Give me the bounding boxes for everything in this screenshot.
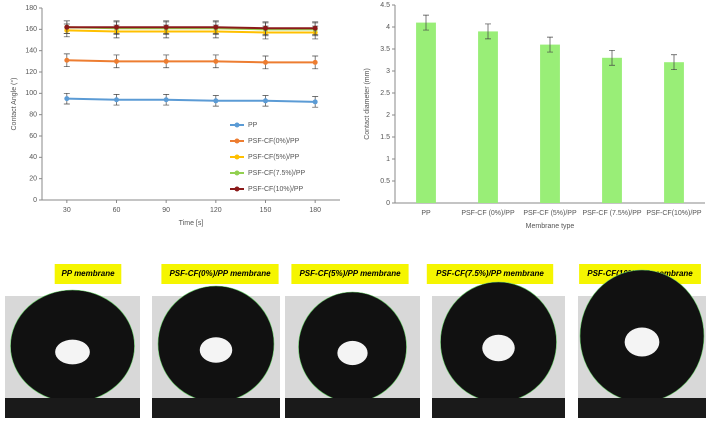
point (213, 58, 219, 64)
legend-marker (234, 138, 240, 144)
label-box (54, 264, 122, 284)
highlight (199, 337, 233, 363)
label-box (161, 264, 279, 284)
highlight (482, 334, 515, 362)
highlight (337, 340, 368, 366)
x-tick-label: PP (421, 210, 431, 217)
point (312, 59, 318, 65)
y-tick-label: 4 (386, 24, 390, 31)
legend-marker (234, 170, 240, 176)
bar (478, 31, 498, 204)
y-tick-label: 40 (29, 154, 37, 161)
x-axis-label: Time [s] (179, 220, 204, 227)
substrate (152, 398, 280, 418)
y-tick-label: 80 (29, 112, 37, 119)
point (213, 24, 219, 30)
y-tick-label: 0 (33, 197, 37, 204)
line (66, 59, 316, 64)
point (64, 57, 70, 63)
y-tick-label: 20 (29, 176, 37, 183)
highlight (624, 327, 660, 357)
highlight (55, 339, 90, 365)
label-box (426, 264, 554, 284)
y-tick-label: 140 (25, 48, 37, 55)
point (263, 25, 268, 31)
point (64, 24, 70, 30)
y-tick-label: 0.5 (380, 178, 390, 185)
legend-label: PSF-CF(5%)/PP (248, 154, 300, 161)
substrate (578, 398, 706, 418)
error-bar (485, 23, 491, 40)
x-tick-label: PSF-CF (7.5%)/PP (582, 210, 641, 217)
x-tick-label: PSF-CF(10%)/PP (646, 210, 702, 217)
y-axis-label: Contact Angle (°) (10, 78, 18, 131)
bar (540, 44, 560, 203)
point (64, 96, 70, 102)
bar (416, 22, 436, 203)
x-tick-label: 90 (162, 207, 170, 214)
legend-marker (234, 186, 240, 192)
point (114, 24, 119, 30)
line (66, 29, 316, 34)
point (263, 59, 268, 65)
y-tick-label: 4.5 (380, 2, 390, 9)
substrate (285, 398, 420, 418)
legend-label: PSF-CF(7.5%)/PP (248, 170, 306, 177)
panel-label: PP membrane (61, 269, 115, 278)
y-tick-label: 160 (25, 26, 37, 33)
x-tick-label: 30 (63, 207, 71, 214)
bar (664, 62, 684, 204)
substrate (5, 398, 140, 418)
point (213, 98, 219, 104)
bar (602, 57, 622, 203)
point (114, 97, 119, 103)
error-bar (671, 54, 677, 71)
line (66, 26, 316, 30)
panel-label: PSF-CF(5%)/PP membrane (299, 269, 401, 278)
y-tick-label: 60 (29, 133, 37, 140)
label-box (291, 264, 409, 284)
y-tick-label: 2 (386, 112, 390, 119)
substrate (432, 398, 565, 418)
line (66, 97, 316, 103)
y-tick-label: 100 (25, 90, 37, 97)
legend-label: PSF-CF(0%)/PP (248, 138, 300, 145)
x-tick-label: 120 (210, 207, 222, 214)
error-bar (547, 36, 553, 53)
point (114, 58, 119, 64)
legend-label: PSF-CF(10%)/PP (248, 186, 304, 193)
panel-label: PSF-CF(7.5%)/PP membrane (436, 269, 544, 278)
y-tick-label: 3 (386, 68, 390, 75)
error-bar (423, 14, 429, 31)
y-tick-label: 120 (25, 69, 37, 76)
y-axis-label: Contact diameter (mm) (364, 68, 371, 140)
x-tick-label: 180 (309, 207, 321, 214)
y-tick-label: 180 (25, 5, 37, 12)
x-axis-label: Membrane type (526, 223, 575, 230)
y-tick-label: 3.5 (380, 46, 390, 53)
legend-label: PP (248, 122, 258, 129)
y-tick-label: 2.5 (380, 90, 390, 97)
point (263, 98, 268, 104)
x-tick-label: 150 (260, 207, 272, 214)
x-tick-label: PSF-CF (5%)/PP (523, 210, 577, 217)
point (312, 25, 318, 31)
y-tick-label: 1.5 (380, 134, 390, 141)
y-tick-label: 0 (386, 200, 390, 207)
legend-marker (234, 122, 240, 128)
y-tick-label: 1 (386, 156, 390, 163)
point (163, 24, 169, 30)
point (163, 58, 169, 64)
x-tick-label: PSF-CF (0%)/PP (461, 210, 515, 217)
x-tick-label: 60 (113, 207, 121, 214)
error-bar (609, 49, 615, 66)
point (163, 97, 169, 103)
panel-label: PSF-CF(0%)/PP membrane (169, 269, 271, 278)
legend-marker (234, 154, 240, 160)
point (312, 99, 318, 105)
